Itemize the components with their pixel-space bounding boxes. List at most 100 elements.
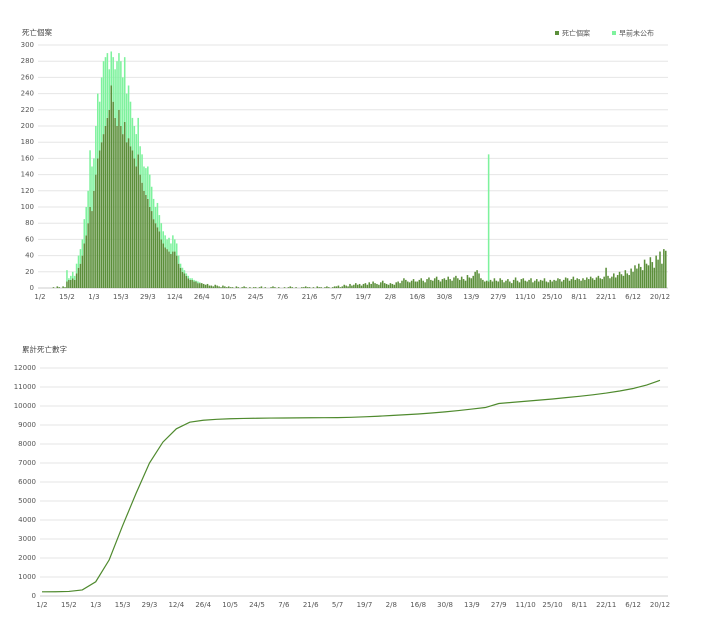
bar [154,207,157,224]
x-tick-label: 6/12 [625,293,641,301]
bar [347,286,349,288]
bar [437,279,440,288]
bar [191,278,193,280]
bar [152,219,155,288]
y-tick-label: 80 [25,219,34,227]
bar [622,275,625,288]
x-tick-label: 11/10 [515,293,535,301]
bar [241,287,243,288]
bar [127,138,130,288]
bar [320,287,322,288]
bar [87,223,89,288]
bar [162,243,164,288]
bar [308,287,311,288]
bar [645,263,648,288]
bar [226,287,228,288]
bar [179,267,182,288]
bar [218,286,220,288]
x-tick-label: 5/7 [332,601,343,609]
bar [639,266,642,288]
bar [510,283,513,288]
bar [616,275,619,288]
bar [177,255,180,264]
bar [164,235,166,248]
bar [383,283,386,288]
bar [576,278,578,288]
x-tick-label: 15/2 [61,601,77,609]
bar [326,286,328,288]
y-tick-label: 2000 [18,554,36,562]
x-tick-label: 1/3 [88,293,99,301]
bar [183,273,186,288]
bar [175,243,178,256]
bar [96,158,99,288]
bar [553,279,555,288]
bar [566,278,569,288]
bar [291,287,294,288]
y-tick-label: 7000 [18,459,36,467]
bar [116,61,118,127]
bar [403,278,405,288]
bar [381,280,384,288]
bar [143,190,145,288]
bar [505,280,507,288]
bar [507,279,509,288]
bar [303,287,305,288]
x-tick-label: 26/4 [194,293,210,301]
bar [104,126,107,288]
x-tick-label: 13/9 [463,293,479,301]
line [41,379,661,593]
bar [210,285,213,288]
bar [512,279,515,288]
bar [370,283,372,288]
bar [81,239,84,256]
bar [71,278,74,288]
bar [70,275,72,280]
bar [343,284,345,288]
bar [83,243,86,288]
y-tick-label: 280 [21,57,34,65]
bar [58,287,61,288]
bar [453,277,455,288]
x-tick-label: 8/11 [572,601,588,609]
bar [509,281,511,288]
bar [195,281,197,288]
bar [551,281,553,288]
bar [125,142,128,288]
bar [649,257,652,288]
bar [193,281,195,288]
bar [312,287,315,288]
bar [216,285,218,288]
bar [75,273,78,288]
y-tick-label: 120 [21,187,34,195]
bar [243,286,245,288]
x-tick-label: 12/4 [167,293,183,301]
x-tick-label: 20/12 [650,601,670,609]
bar [148,174,151,207]
bar [385,283,388,288]
bar [609,278,611,288]
bar [458,279,461,288]
bar [147,166,149,199]
bar [156,227,159,288]
bar [177,263,180,288]
bar [193,279,195,282]
bar [539,279,542,288]
chart-title: 累計死亡數字 [22,344,67,354]
y-tick-label: 220 [21,106,34,114]
bar [189,278,191,280]
y-tick-label: 20 [25,268,34,276]
bar [636,268,638,288]
y-tick-label: 160 [21,154,34,162]
bar [129,101,132,147]
y-tick-label: 0 [30,284,34,292]
bar [143,166,145,191]
bar [200,283,203,288]
bar [185,273,188,276]
bar [401,280,403,288]
bar [641,270,644,288]
y-tick-label: 60 [25,235,34,243]
bar [89,207,91,288]
bar [580,280,582,288]
bar [104,57,107,126]
